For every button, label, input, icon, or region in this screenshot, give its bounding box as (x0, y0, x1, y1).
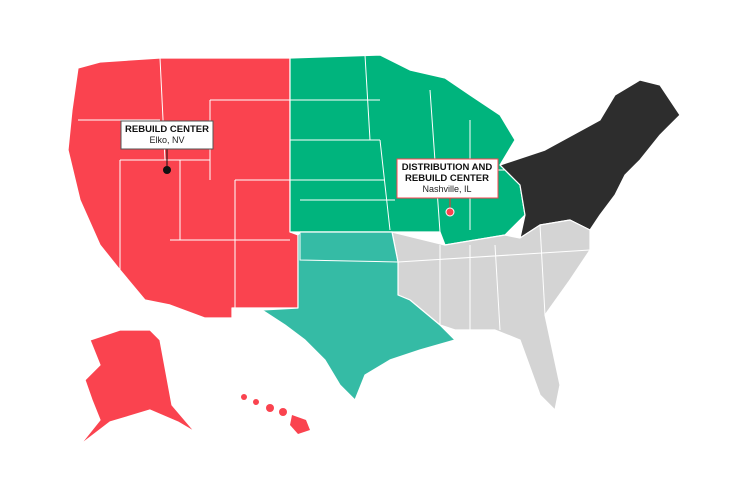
location-dot (163, 166, 171, 174)
south-central-region (261, 231, 456, 401)
callout-nashville: DISTRIBUTION AND REBUILD CENTER Nashvill… (396, 158, 499, 217)
callout-title: REBUILD CENTER (405, 173, 489, 184)
callout-title: REBUILD CENTER (125, 124, 209, 135)
location-dot (445, 207, 455, 217)
callout-elko: REBUILD CENTER Elko, NV (120, 120, 214, 174)
callout-title: DISTRIBUTION AND (402, 162, 493, 173)
callout-subtitle: Elko, NV (149, 135, 184, 145)
hawaii (241, 394, 310, 434)
callout-box (396, 158, 499, 199)
alaska (79, 329, 196, 446)
callout-subtitle: Nashville, IL (422, 184, 471, 194)
northeast-region (499, 79, 681, 239)
west-region (67, 57, 299, 319)
midwest-region (289, 54, 526, 246)
callout-box (120, 120, 214, 150)
